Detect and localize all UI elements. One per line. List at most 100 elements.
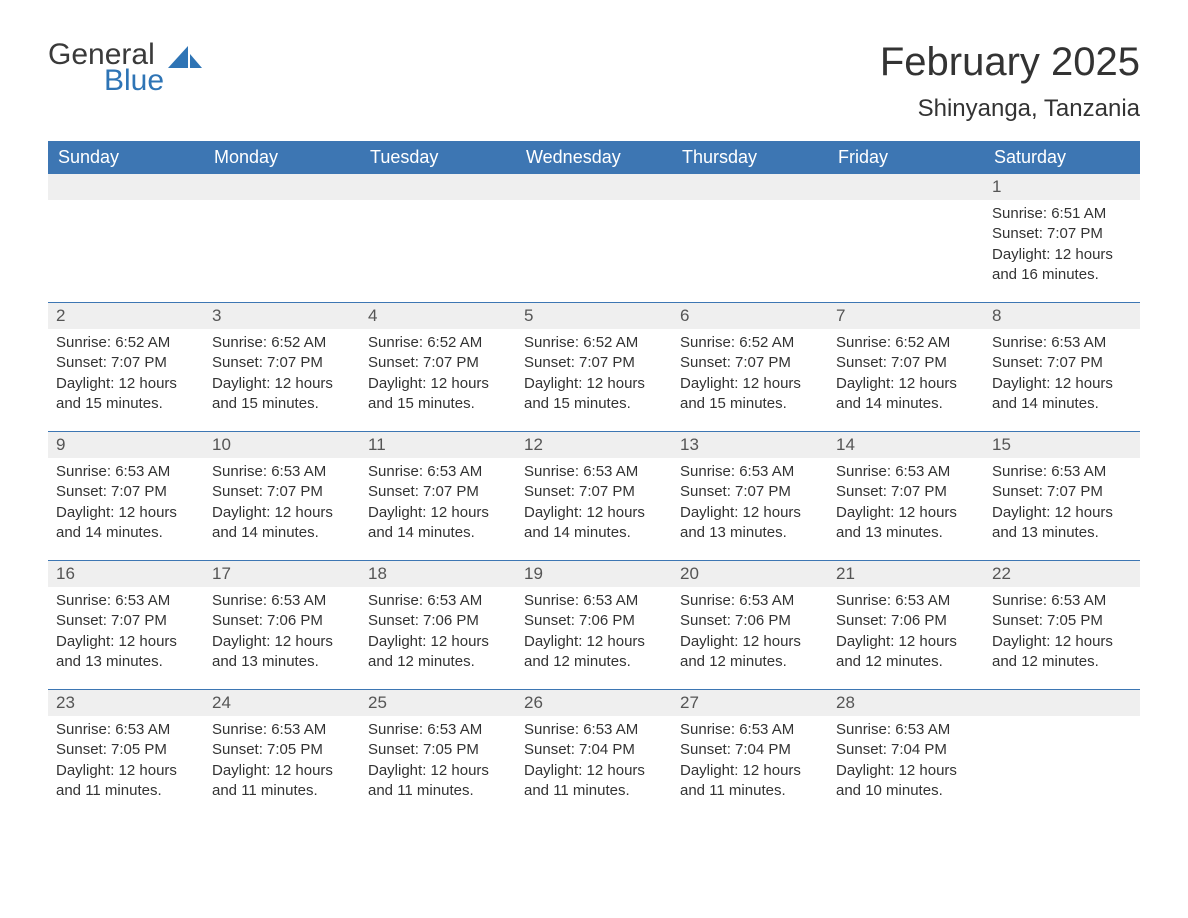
sunrise-line: Sunrise: 6:52 AM: [368, 333, 508, 353]
day-number: 6: [672, 303, 828, 329]
day-cell: 11Sunrise: 6:53 AMSunset: 7:07 PMDayligh…: [360, 432, 516, 560]
day-cell: 19Sunrise: 6:53 AMSunset: 7:06 PMDayligh…: [516, 561, 672, 689]
sunrise-line: Sunrise: 6:52 AM: [56, 333, 196, 353]
day-cell: 15Sunrise: 6:53 AMSunset: 7:07 PMDayligh…: [984, 432, 1140, 560]
sunrise-line: Sunrise: 6:53 AM: [212, 720, 352, 740]
day-number: 3: [204, 303, 360, 329]
day-details: Sunrise: 6:53 AMSunset: 7:07 PMDaylight:…: [516, 458, 672, 551]
day-cell: [828, 174, 984, 302]
sunrise-line: Sunrise: 6:53 AM: [680, 462, 820, 482]
sunset-line: Sunset: 7:07 PM: [836, 482, 976, 502]
brand-logo: General Blue: [48, 40, 202, 96]
day-details: Sunrise: 6:53 AMSunset: 7:07 PMDaylight:…: [360, 458, 516, 551]
day-number: 11: [360, 432, 516, 458]
day-cell: [360, 174, 516, 302]
day-cell: 8Sunrise: 6:53 AMSunset: 7:07 PMDaylight…: [984, 303, 1140, 431]
sunrise-line: Sunrise: 6:53 AM: [368, 462, 508, 482]
day-cell: 20Sunrise: 6:53 AMSunset: 7:06 PMDayligh…: [672, 561, 828, 689]
day-number: 9: [48, 432, 204, 458]
day-details: Sunrise: 6:51 AMSunset: 7:07 PMDaylight:…: [984, 200, 1140, 293]
day-details: Sunrise: 6:53 AMSunset: 7:05 PMDaylight:…: [48, 716, 204, 809]
day-cell: 9 Sunrise: 6:53 AMSunset: 7:07 PMDaylight…: [48, 432, 204, 560]
weekday-header: Monday: [204, 141, 360, 174]
day-cell: 1Sunrise: 6:51 AMSunset: 7:07 PMDaylight…: [984, 174, 1140, 302]
sunset-line: Sunset: 7:07 PM: [212, 353, 352, 373]
sunset-line: Sunset: 7:07 PM: [680, 482, 820, 502]
sunrise-line: Sunrise: 6:53 AM: [992, 333, 1132, 353]
sunrise-line: Sunrise: 6:53 AM: [56, 462, 196, 482]
daylight-line: Daylight: 12 hours and 15 minutes.: [680, 374, 820, 415]
sunset-line: Sunset: 7:05 PM: [992, 611, 1132, 631]
day-cell: 6Sunrise: 6:52 AMSunset: 7:07 PMDaylight…: [672, 303, 828, 431]
sunset-line: Sunset: 7:06 PM: [212, 611, 352, 631]
sunrise-line: Sunrise: 6:52 AM: [212, 333, 352, 353]
brand-text-block: General Blue: [48, 40, 164, 96]
sunrise-line: Sunrise: 6:53 AM: [992, 591, 1132, 611]
day-number: 25: [360, 690, 516, 716]
sunset-line: Sunset: 7:04 PM: [836, 740, 976, 760]
sunset-line: Sunset: 7:07 PM: [56, 482, 196, 502]
daylight-line: Daylight: 12 hours and 13 minutes.: [212, 632, 352, 673]
daylight-line: Daylight: 12 hours and 14 minutes.: [56, 503, 196, 544]
daylight-line: Daylight: 12 hours and 14 minutes.: [368, 503, 508, 544]
daylight-line: Daylight: 12 hours and 14 minutes.: [212, 503, 352, 544]
daylight-line: Daylight: 12 hours and 15 minutes.: [56, 374, 196, 415]
daylight-line: Daylight: 12 hours and 13 minutes.: [56, 632, 196, 673]
daylight-line: Daylight: 12 hours and 13 minutes.: [836, 503, 976, 544]
empty-day-band: [672, 174, 828, 200]
sunrise-line: Sunrise: 6:53 AM: [56, 720, 196, 740]
sunset-line: Sunset: 7:06 PM: [836, 611, 976, 631]
day-number: 24: [204, 690, 360, 716]
daylight-line: Daylight: 12 hours and 14 minutes.: [992, 374, 1132, 415]
sunset-line: Sunset: 7:07 PM: [836, 353, 976, 373]
day-cell: 12Sunrise: 6:53 AMSunset: 7:07 PMDayligh…: [516, 432, 672, 560]
sunset-line: Sunset: 7:07 PM: [56, 353, 196, 373]
week-row: 16Sunrise: 6:53 AMSunset: 7:07 PMDayligh…: [48, 560, 1140, 689]
sunset-line: Sunset: 7:06 PM: [368, 611, 508, 631]
weekday-header: Saturday: [984, 141, 1140, 174]
day-cell: [204, 174, 360, 302]
day-cell: 27Sunrise: 6:53 AMSunset: 7:04 PMDayligh…: [672, 690, 828, 818]
day-cell: 7Sunrise: 6:52 AMSunset: 7:07 PMDaylight…: [828, 303, 984, 431]
day-number: 5: [516, 303, 672, 329]
daylight-line: Daylight: 12 hours and 11 minutes.: [212, 761, 352, 802]
weekday-header: Thursday: [672, 141, 828, 174]
daylight-line: Daylight: 12 hours and 15 minutes.: [212, 374, 352, 415]
day-cell: 5Sunrise: 6:52 AMSunset: 7:07 PMDaylight…: [516, 303, 672, 431]
day-number: 26: [516, 690, 672, 716]
empty-day-band: [828, 174, 984, 200]
location-label: Shinyanga, Tanzania: [880, 95, 1140, 123]
day-details: Sunrise: 6:53 AMSunset: 7:06 PMDaylight:…: [672, 587, 828, 680]
sunrise-line: Sunrise: 6:53 AM: [368, 720, 508, 740]
title-block: February 2025 Shinyanga, Tanzania: [880, 40, 1140, 123]
sunrise-line: Sunrise: 6:53 AM: [680, 720, 820, 740]
day-cell: 4Sunrise: 6:52 AMSunset: 7:07 PMDaylight…: [360, 303, 516, 431]
daylight-line: Daylight: 12 hours and 12 minutes.: [368, 632, 508, 673]
day-details: Sunrise: 6:53 AMSunset: 7:04 PMDaylight:…: [828, 716, 984, 809]
calendar: Sunday Monday Tuesday Wednesday Thursday…: [48, 141, 1140, 818]
sunrise-line: Sunrise: 6:52 AM: [524, 333, 664, 353]
day-cell: [984, 690, 1140, 818]
sunset-line: Sunset: 7:07 PM: [212, 482, 352, 502]
daylight-line: Daylight: 12 hours and 12 minutes.: [992, 632, 1132, 673]
day-number: 4: [360, 303, 516, 329]
empty-day-band: [360, 174, 516, 200]
day-details: Sunrise: 6:52 AMSunset: 7:07 PMDaylight:…: [672, 329, 828, 422]
day-details: Sunrise: 6:53 AMSunset: 7:06 PMDaylight:…: [204, 587, 360, 680]
day-details: Sunrise: 6:53 AMSunset: 7:07 PMDaylight:…: [984, 458, 1140, 551]
daylight-line: Daylight: 12 hours and 15 minutes.: [368, 374, 508, 415]
day-number: 16: [48, 561, 204, 587]
daylight-line: Daylight: 12 hours and 11 minutes.: [56, 761, 196, 802]
weekday-header: Tuesday: [360, 141, 516, 174]
sunset-line: Sunset: 7:06 PM: [680, 611, 820, 631]
daylight-line: Daylight: 12 hours and 11 minutes.: [680, 761, 820, 802]
day-cell: [516, 174, 672, 302]
day-number: 15: [984, 432, 1140, 458]
week-row: 9Sunrise: 6:53 AMSunset: 7:07 PMDaylight…: [48, 431, 1140, 560]
day-cell: 28Sunrise: 6:53 AMSunset: 7:04 PMDayligh…: [828, 690, 984, 818]
top-row: General Blue February 2025 Shinyanga, Ta…: [48, 40, 1140, 123]
sunrise-line: Sunrise: 6:53 AM: [524, 720, 664, 740]
sunrise-line: Sunrise: 6:53 AM: [992, 462, 1132, 482]
day-number: 20: [672, 561, 828, 587]
day-cell: 26Sunrise: 6:53 AMSunset: 7:04 PMDayligh…: [516, 690, 672, 818]
